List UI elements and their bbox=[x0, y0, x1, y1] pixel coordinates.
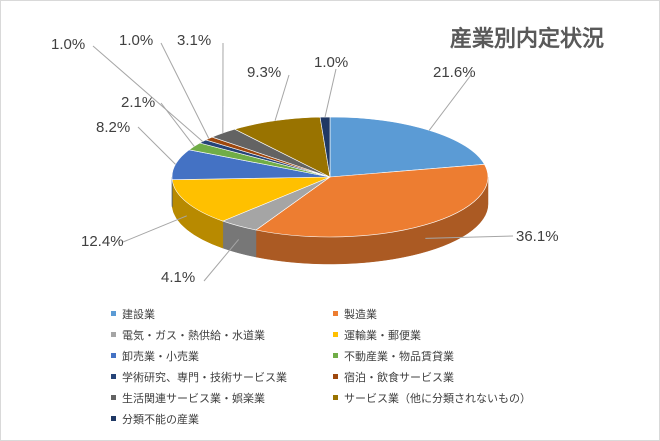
legend-label: 不動産業・物品賃貸業 bbox=[344, 349, 454, 363]
leader-line-製造業 bbox=[425, 235, 514, 239]
data-label-宿泊-飲食サービス業: 1.0% bbox=[119, 32, 153, 49]
legend-swatch bbox=[111, 416, 116, 421]
leader-line-宿泊-飲食サービス業 bbox=[160, 42, 210, 139]
leader-line-分類不能の産業 bbox=[324, 68, 337, 118]
pie-slice-製造業 bbox=[255, 164, 489, 238]
legend-label: 生活関連サービス業・娯楽業 bbox=[122, 391, 265, 405]
data-label-建設業: 21.6% bbox=[433, 64, 476, 81]
leader-line-サービス業-他に分類されないもの- bbox=[274, 74, 290, 121]
legend-entry-製造業: 製造業 bbox=[333, 305, 573, 322]
leader-line-建設業 bbox=[428, 74, 472, 131]
legend-entry-卸売業-小売業: 卸売業・小売業 bbox=[111, 347, 333, 364]
data-labels: 21.6% 36.1% 4.1% 12.4% 8.2% 2.1% 1.0% 1.0% 3.1% 9… bbox=[51, 32, 559, 286]
legend-swatch bbox=[333, 395, 338, 400]
data-label-学術研究-専門-技術サービス業: 1.0% bbox=[51, 36, 85, 53]
legend-swatch bbox=[333, 311, 338, 316]
data-label-運輸業-郵便業: 12.4% bbox=[81, 233, 124, 250]
legend-swatch bbox=[111, 353, 116, 358]
data-label-電気-ガス-熱供給-水道業: 4.1% bbox=[161, 269, 195, 286]
legend-label: 学術研究、専門・技術サービス業 bbox=[122, 370, 287, 384]
legend-label: 宿泊・飲食サービス業 bbox=[344, 370, 454, 384]
pie-slices bbox=[171, 116, 489, 238]
data-label-製造業: 36.1% bbox=[516, 228, 559, 245]
legend-swatch bbox=[111, 395, 116, 400]
legend-entry-宿泊-飲食サービス業: 宿泊・飲食サービス業 bbox=[333, 368, 573, 385]
legend-label: 分類不能の産業 bbox=[122, 412, 199, 426]
leader-line-運輸業-郵便業 bbox=[122, 215, 187, 243]
pie-slice-運輸業-郵便業 bbox=[171, 176, 331, 222]
legend-label: 卸売業・小売業 bbox=[122, 349, 199, 363]
data-label-分類不能の産業: 1.0% bbox=[314, 54, 348, 71]
legend: 建設業 製造業電気・ガス・熱供給・水道業 運輸業・郵便業卸売業・小売業 不動産業・物品… bbox=[111, 305, 581, 427]
pie-slice-建設業 bbox=[329, 116, 485, 178]
legend-label: サービス業（他に分類されないもの） bbox=[344, 391, 531, 405]
legend-swatch bbox=[333, 374, 338, 379]
pie-slice-分類不能の産業 bbox=[319, 116, 331, 178]
legend-entry-運輸業-郵便業: 運輸業・郵便業 bbox=[333, 326, 573, 343]
legend-label: 製造業 bbox=[344, 307, 377, 321]
leader-line-電気-ガス-熱供給-水道業 bbox=[203, 239, 240, 282]
legend-label: 電気・ガス・熱供給・水道業 bbox=[122, 328, 265, 342]
legend-swatch bbox=[333, 353, 338, 358]
chart-title: 産業別内定状況 bbox=[449, 27, 604, 52]
legend-entry-生活関連サービス業-娯楽業: 生活関連サービス業・娯楽業 bbox=[111, 389, 333, 406]
pie-chart: 21.6% 36.1% 4.1% 12.4% 8.2% 2.1% 1.0% 1.0% 3.1% 9… bbox=[51, 32, 559, 286]
legend-entry-建設業: 建設業 bbox=[111, 305, 333, 322]
legend-entry-サービス業-他に分類されないもの-: サービス業（他に分類されないもの） bbox=[333, 389, 573, 406]
legend-entry-学術研究-専門-技術サービス業: 学術研究、専門・技術サービス業 bbox=[111, 368, 333, 385]
data-label-卸売業-小売業: 8.2% bbox=[96, 119, 130, 136]
leader-line-学術研究-専門-技術サービス業 bbox=[92, 45, 204, 142]
legend-entry-分類不能の産業: 分類不能の産業 bbox=[111, 410, 333, 427]
legend-swatch bbox=[111, 332, 116, 337]
pie-slice-サービス業-他に分類されないもの- bbox=[233, 116, 331, 178]
legend-swatch bbox=[111, 311, 116, 316]
data-label-生活関連サービス業-娯楽業: 3.1% bbox=[177, 32, 211, 49]
legend-entry-不動産業-物品賃貸業: 不動産業・物品賃貸業 bbox=[333, 347, 573, 364]
legend-swatch bbox=[111, 374, 116, 379]
legend-label: 運輸業・郵便業 bbox=[344, 328, 421, 342]
legend-entry-電気-ガス-熱供給-水道業: 電気・ガス・熱供給・水道業 bbox=[111, 326, 333, 343]
data-label-サービス業-他に分類されないもの-: 9.3% bbox=[247, 64, 281, 81]
data-label-不動産業-物品賃貸業: 2.1% bbox=[121, 94, 155, 111]
legend-label: 建設業 bbox=[122, 307, 155, 321]
leader-line-卸売業-小売業 bbox=[137, 126, 176, 165]
legend-swatch bbox=[333, 332, 338, 337]
pie-side-walls bbox=[171, 176, 489, 265]
